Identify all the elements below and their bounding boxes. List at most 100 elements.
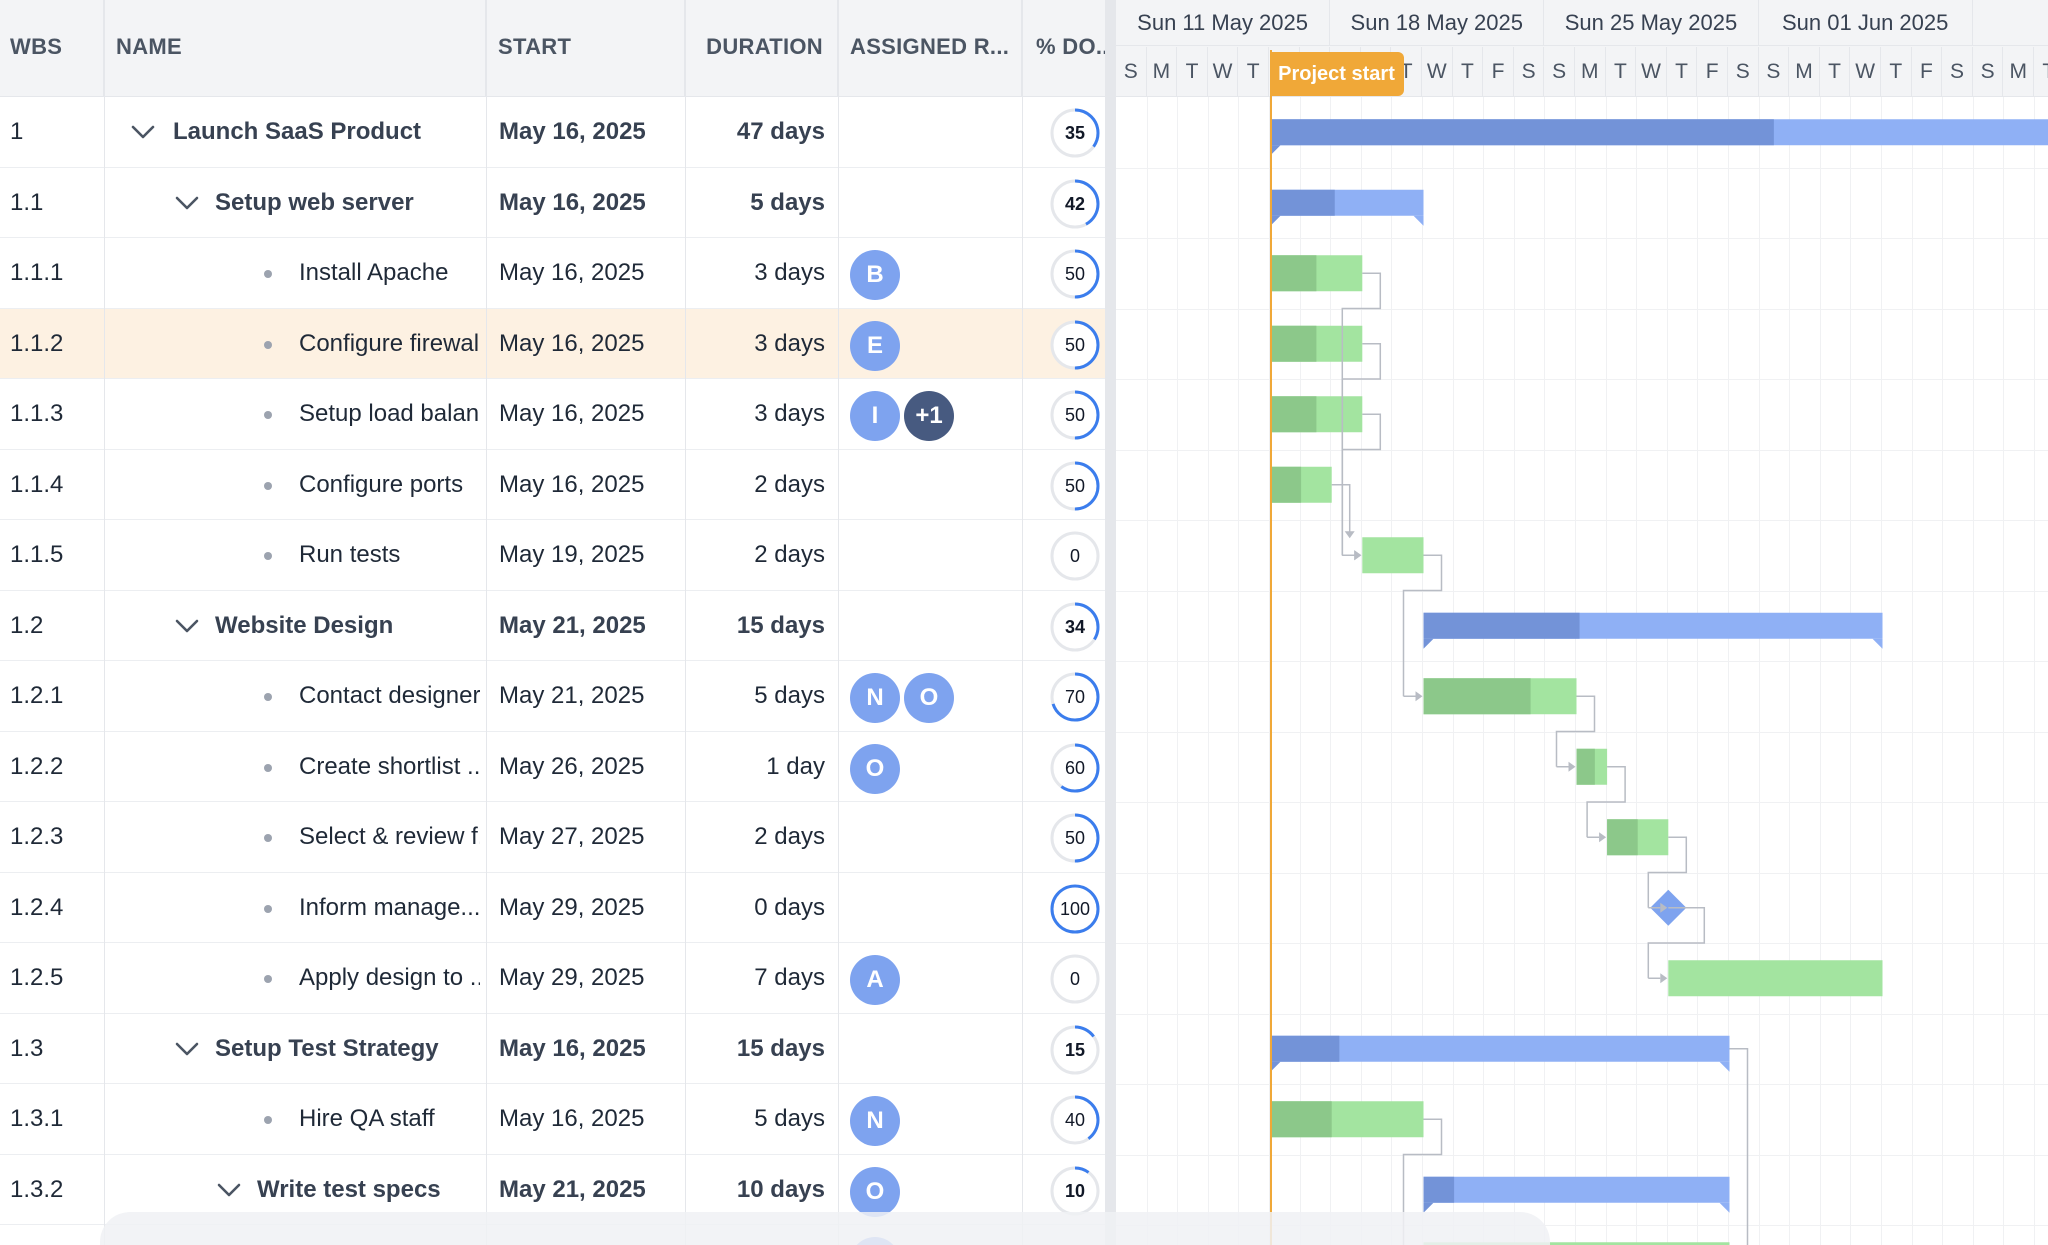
start-date[interactable]: May 16, 2025 [499, 400, 645, 427]
timeline-header: Sun 11 May 2025 Sun 18 May 2025 Sun 25 May… [1116, 0, 2048, 97]
task-name[interactable]: Inform manage... [299, 893, 480, 921]
assignee-avatar[interactable]: E [850, 320, 900, 371]
task-row[interactable]: 1.2.2 Create shortlist ... May 26, 2025 1 d… [0, 732, 1105, 802]
task-row[interactable]: 1.3.2 Write test specs May 21, 2025 10 days… [0, 1155, 1105, 1225]
task-name[interactable]: Launch SaaS Product [173, 118, 422, 145]
start-date[interactable]: May 26, 2025 [499, 752, 645, 780]
duration[interactable]: 15 days [736, 611, 825, 639]
start-date[interactable]: May 29, 2025 [499, 893, 645, 921]
task-name[interactable]: Write test specs [257, 1175, 441, 1203]
duration[interactable]: 5 days [754, 1105, 825, 1132]
duration[interactable]: 0 days [754, 893, 825, 921]
task-name[interactable]: Apply design to ... [299, 964, 480, 991]
start-date[interactable]: May 16, 2025 [499, 1034, 646, 1062]
task-name[interactable]: Create shortlist ... [299, 752, 480, 780]
chevron-down-icon[interactable] [172, 1014, 202, 1084]
assignee-avatar[interactable]: A [850, 955, 900, 1005]
task-row[interactable]: 1.1.1 Install Apache May 16, 2025 3 days B 50 [0, 238, 1105, 309]
duration[interactable]: 10 days [736, 1175, 825, 1203]
duration[interactable]: 5 days [754, 682, 825, 709]
assignee-avatar[interactable]: O [850, 1166, 900, 1217]
duration[interactable]: 2 days [754, 470, 825, 498]
task-name[interactable]: Setup web server [215, 188, 414, 216]
task-name[interactable]: Configure firewall [299, 329, 480, 357]
start-date[interactable]: May 27, 2025 [499, 823, 645, 850]
start-date[interactable]: May 16, 2025 [499, 188, 646, 216]
duration[interactable]: 15 days [736, 1034, 825, 1062]
start-date[interactable]: May 16, 2025 [499, 470, 645, 498]
column-header-percent-done[interactable]: % DO... [1036, 34, 1105, 59]
task-name[interactable]: Configure ports [299, 470, 464, 498]
summary-bar[interactable] [1423, 1176, 1730, 1203]
row-gridline [1116, 943, 2048, 944]
column-header-start[interactable]: START [486, 0, 685, 97]
start-date[interactable]: May 16, 2025 [499, 259, 645, 286]
duration[interactable]: 1 day [766, 752, 825, 780]
project-start-flag[interactable]: Project start [1269, 52, 1404, 96]
assignee-avatar[interactable]: N [850, 1096, 900, 1146]
assignee-avatar[interactable]: O [850, 743, 900, 794]
assignee-avatar[interactable]: I [850, 391, 900, 441]
start-date[interactable]: May 16, 2025 [499, 118, 646, 145]
assignee-avatar[interactable]: O [904, 673, 954, 723]
start-date[interactable]: May 19, 2025 [499, 541, 645, 568]
day-header: T [1453, 47, 1484, 97]
task-row[interactable]: 1.3.1 Hire QA staff May 16, 2025 5 days N 40 [0, 1084, 1105, 1155]
duration[interactable]: 5 days [750, 188, 825, 216]
task-row[interactable]: 1.1.4 Configure ports May 16, 2025 2 days 50 [0, 450, 1105, 520]
task-name[interactable]: Run tests [299, 541, 401, 568]
task-row[interactable]: 1.2.5 Apply design to ... May 29, 2025 7 da… [0, 943, 1105, 1014]
column-header-assigned[interactable]: ASSIGNED R... [838, 0, 1022, 97]
task-name[interactable]: Select & review f... [299, 823, 480, 850]
assignee-avatar[interactable]: N [850, 673, 900, 723]
task-row[interactable]: 1.2.1 Contact designers May 21, 2025 5 days… [0, 661, 1105, 732]
start-date[interactable]: May 21, 2025 [499, 682, 645, 709]
grid-gantt-splitter[interactable] [1105, 0, 1116, 1245]
task-row[interactable]: 1.3 Setup Test Strategy May 16, 2025 15 day… [0, 1014, 1105, 1084]
duration[interactable]: 47 days [736, 118, 825, 145]
start-date[interactable]: May 29, 2025 [499, 964, 645, 991]
task-row[interactable]: 1 Launch SaaS Product May 16, 2025 47 days 3… [0, 97, 1105, 168]
start-date[interactable]: May 21, 2025 [499, 611, 646, 639]
duration[interactable]: 2 days [754, 541, 825, 568]
chevron-down-icon[interactable] [172, 168, 202, 238]
task-row[interactable]: 1.2.4 Inform manage... May 29, 2025 0 days 1… [0, 873, 1105, 943]
task-row[interactable]: 1.1 Setup web server May 16, 2025 5 days 42 [0, 168, 1105, 238]
column-header-wbs[interactable]: WBS [0, 0, 104, 97]
duration[interactable]: 3 days [754, 259, 825, 286]
day-gridline [1360, 97, 1362, 1245]
task-name[interactable]: Setup load balan... [299, 400, 480, 427]
task-bar[interactable] [1362, 537, 1424, 574]
task-name[interactable]: Hire QA staff [299, 1105, 435, 1132]
summary-bar[interactable] [1270, 1035, 1730, 1062]
task-row[interactable]: 1.1.5 Run tests May 19, 2025 2 days 0 [0, 520, 1105, 591]
task-row[interactable]: 1.2 Website Design May 21, 2025 15 days 34 [0, 591, 1105, 661]
duration[interactable]: 7 days [754, 964, 825, 991]
day-header: T [1238, 47, 1269, 97]
task-name[interactable]: Contact designers [299, 682, 480, 709]
assignee-avatar[interactable]: B [850, 250, 900, 300]
start-date[interactable]: May 21, 2025 [499, 1175, 646, 1203]
task-name[interactable]: Website Design [215, 611, 394, 639]
task-bar[interactable] [1668, 960, 1883, 997]
horizontal-scrollbar[interactable] [100, 1212, 1550, 1245]
task-row[interactable]: 1.1.2 Configure firewall May 16, 2025 3 day… [0, 308, 1105, 379]
task-name[interactable]: Install Apache [299, 259, 449, 286]
task-name[interactable]: Setup Test Strategy [215, 1034, 439, 1062]
assignee-avatar[interactable]: +1 [904, 391, 954, 441]
duration[interactable]: 3 days [754, 400, 825, 427]
chevron-down-icon[interactable] [128, 97, 158, 167]
start-date[interactable]: May 16, 2025 [499, 329, 645, 357]
task-row[interactable]: 1.2.3 Select & review f... May 27, 2025 2 d… [0, 802, 1105, 873]
duration[interactable]: 3 days [754, 329, 825, 357]
chevron-down-icon[interactable] [214, 1155, 244, 1225]
row-gridline [1116, 802, 2048, 803]
task-bar[interactable] [1423, 1242, 1730, 1245]
duration[interactable]: 2 days [754, 823, 825, 850]
column-header-name[interactable]: NAME [104, 0, 486, 97]
column-header-duration[interactable]: DURATION [685, 0, 838, 97]
task-row[interactable]: 1.1.3 Setup load balan... May 16, 2025 3 da… [0, 379, 1105, 450]
start-date[interactable]: May 16, 2025 [499, 1105, 645, 1132]
percent-done-value: 50 [1064, 334, 1086, 355]
chevron-down-icon[interactable] [172, 591, 202, 661]
